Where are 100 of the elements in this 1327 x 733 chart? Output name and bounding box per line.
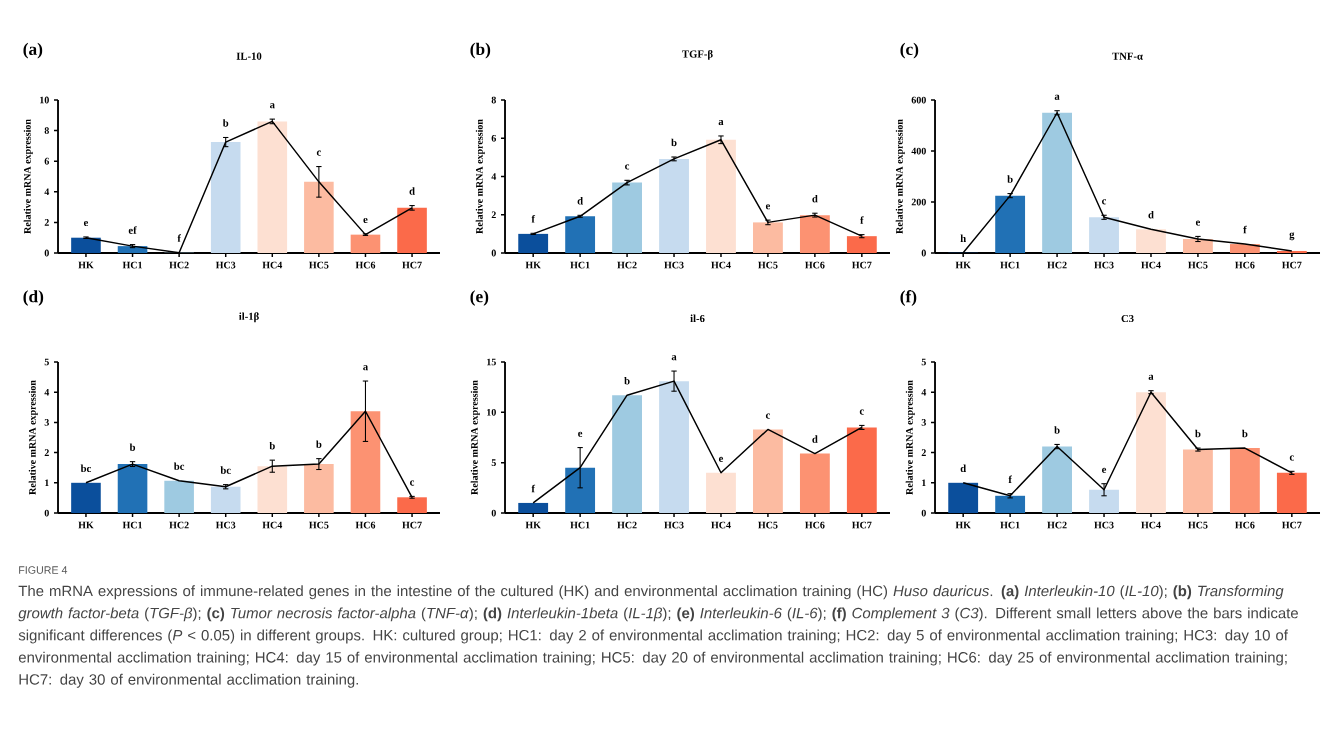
annotation: ef (128, 226, 137, 234)
text: (c) (900, 42, 919, 59)
annotation: a (363, 365, 368, 371)
x-tick-label: HC4 (262, 261, 283, 269)
annotation: e (718, 456, 724, 462)
x-tick-label: HC6 (355, 521, 376, 529)
x-tick-label: HC3 (1094, 261, 1114, 269)
x-tick-label: HC4 (1141, 261, 1161, 269)
annotation: e (578, 431, 583, 437)
annotation: d (812, 194, 818, 203)
x-tick-label: HC4 (711, 261, 731, 269)
annotation: c (859, 409, 864, 415)
x-tick-label: HC2 (1047, 261, 1067, 269)
text: (b) (470, 42, 491, 59)
caption: FIGURE 4 (19, 566, 68, 574)
chart-title: il-6 (690, 314, 705, 323)
y-tick-label: 2 (921, 449, 926, 456)
x-tick-label: HC2 (617, 521, 637, 529)
y-tick-label: 6 (491, 134, 496, 142)
annotation: d (409, 187, 415, 195)
x-tick-label: HC7 (852, 521, 872, 529)
x-tick-label: HC6 (805, 261, 825, 269)
y-tick-label: 2 (44, 219, 49, 226)
y-axis-title: Relative mRNA expression (23, 119, 33, 234)
y-tick-label: 2 (44, 449, 49, 456)
annotation: b (129, 443, 136, 451)
annotation: f (177, 234, 182, 242)
annotation: b (624, 376, 630, 385)
y-tick-label: 2 (491, 211, 496, 219)
x-tick-label: HK (955, 261, 971, 269)
annotation: e (83, 220, 89, 227)
x-tick-label: HC2 (617, 261, 637, 269)
annotation: b (1054, 426, 1060, 434)
annotation: e (765, 204, 771, 210)
annotation: b (316, 440, 322, 448)
x-tick-label: HC2 (169, 261, 189, 269)
y-axis-title: Relative mRNA expression (895, 119, 905, 234)
y-tick-label: 10 (487, 408, 496, 416)
annotation: c (316, 150, 321, 156)
x-tick-label: HC3 (664, 521, 684, 529)
x-tick-label: HK (78, 261, 94, 269)
x-tick-label: HC7 (402, 521, 422, 529)
x-tick-label: HC5 (1188, 521, 1208, 529)
y-tick-label: 600 (911, 96, 926, 104)
y-tick-label: 1 (45, 479, 49, 487)
chart-title: TNF-α (1112, 52, 1143, 60)
x-tick-label: HK (525, 261, 541, 269)
x-tick-label: HC4 (711, 521, 731, 529)
annotation: a (671, 355, 677, 361)
y-axis-title: Relative mRNA expression (475, 119, 485, 234)
annotation: bc (80, 464, 92, 473)
annotation: a (718, 120, 724, 126)
annotation: a (269, 103, 275, 109)
x-tick-label: HC6 (1235, 521, 1255, 529)
x-tick-label: HC1 (1000, 521, 1020, 529)
y-tick-label: 400 (911, 147, 926, 155)
annotation: d (577, 196, 583, 205)
x-tick-label: HC1 (570, 261, 590, 269)
x-tick-label: HC7 (852, 261, 872, 269)
y-tick-label: 8 (44, 127, 49, 134)
y-tick-label: 1 (922, 479, 926, 487)
x-tick-label: HC1 (122, 261, 143, 269)
chart-title: C3 (1121, 314, 1134, 323)
annotation: c (765, 413, 771, 419)
x-tick-label: HC5 (309, 261, 329, 269)
annotation: f (1008, 475, 1013, 483)
y-axis-title: Relative mRNA expression (470, 380, 480, 495)
x-tick-label: HC1 (1000, 261, 1020, 269)
annotation: f (1243, 225, 1247, 234)
x-tick-label: HC1 (122, 521, 143, 529)
annotation: d (812, 435, 818, 443)
y-tick-label: 15 (487, 358, 496, 366)
y-tick-label: 10 (40, 96, 49, 104)
x-tick-label: HK (955, 521, 971, 529)
x-tick-label: HK (78, 521, 94, 529)
y-tick-label: 3 (921, 419, 926, 426)
annotation: b (1195, 429, 1201, 438)
annotation: f (531, 214, 536, 223)
x-tick-label: HC7 (1282, 521, 1302, 529)
x-tick-label: HC7 (402, 261, 422, 269)
text: (a) (23, 42, 43, 59)
annotation: d (960, 464, 967, 473)
annotation: b (222, 119, 229, 127)
annotation: c (625, 164, 630, 170)
x-tick-label: HC6 (355, 261, 376, 269)
x-tick-label: HC3 (1094, 521, 1114, 529)
x-tick-label: HC5 (1188, 261, 1208, 269)
y-tick-label: 4 (491, 173, 497, 180)
x-tick-label: HC6 (805, 521, 825, 529)
y-tick-label: 4 (921, 388, 927, 396)
annotation: b (1242, 429, 1248, 438)
y-tick-label: 6 (44, 157, 49, 165)
x-tick-label: HC3 (215, 521, 236, 529)
annotation: a (1148, 374, 1154, 380)
annotation: b (1007, 175, 1013, 183)
annotation: c (1102, 199, 1107, 205)
y-tick-label: 0 (921, 249, 926, 257)
annotation: h (960, 234, 966, 242)
x-tick-label: HC2 (169, 521, 189, 529)
x-tick-label: HC3 (215, 261, 236, 269)
